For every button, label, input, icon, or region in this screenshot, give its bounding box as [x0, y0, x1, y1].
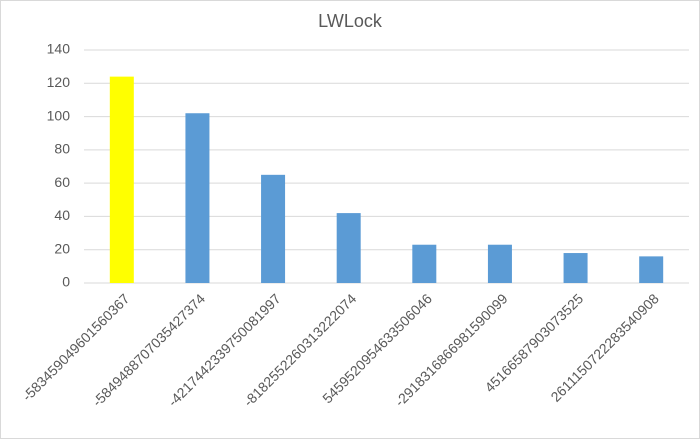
- bar: [109, 76, 134, 283]
- y-tick-label: 20: [54, 240, 70, 256]
- bar: [261, 174, 286, 283]
- chart-title: LWLock: [318, 11, 383, 31]
- y-tick-label: 100: [47, 107, 71, 123]
- bar: [487, 244, 512, 283]
- y-tick-label: 40: [54, 207, 70, 223]
- y-tick-label: 80: [54, 141, 70, 157]
- y-tick-label: 140: [47, 41, 71, 57]
- y-tick-label: 0: [62, 274, 70, 290]
- bar: [185, 113, 210, 283]
- bar: [639, 256, 664, 283]
- bar: [412, 244, 437, 283]
- bar: [563, 253, 588, 283]
- y-tick-label: 60: [54, 174, 70, 190]
- y-tick-label: 120: [47, 74, 71, 90]
- bar: [336, 213, 361, 283]
